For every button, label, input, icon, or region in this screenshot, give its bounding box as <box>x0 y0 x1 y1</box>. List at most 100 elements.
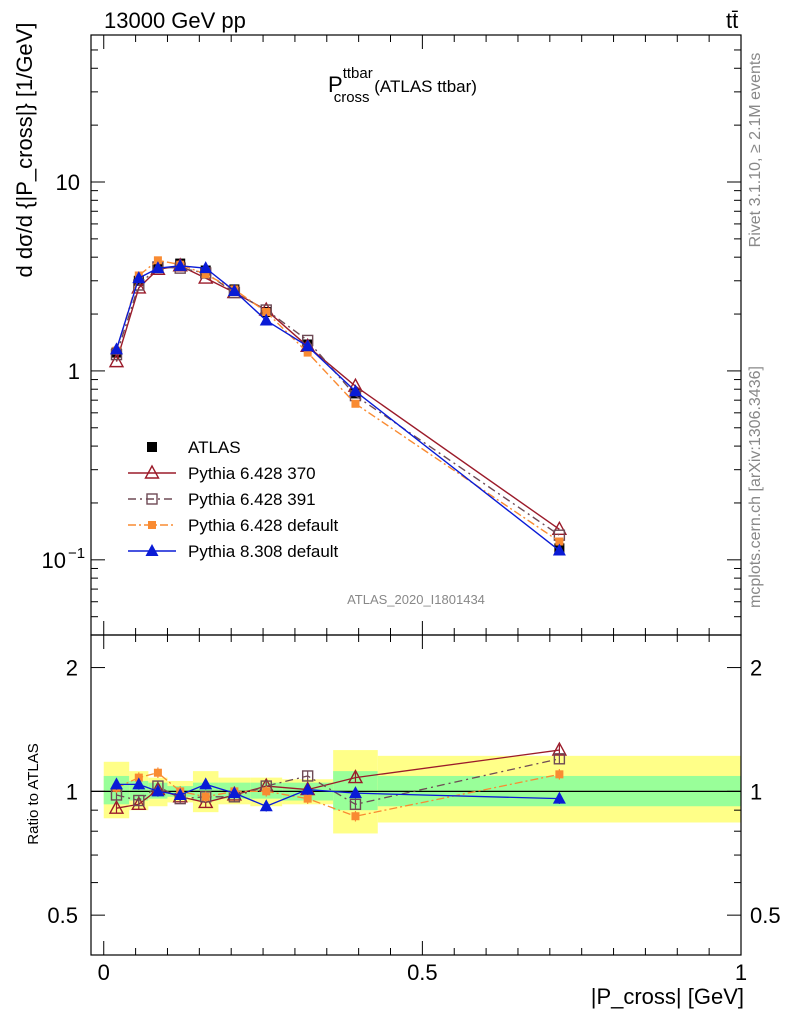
xtick-label: 0 <box>98 960 110 985</box>
point-pdef <box>303 348 312 357</box>
series-p391 <box>110 261 566 541</box>
ratio-point-pdef <box>262 787 271 796</box>
legend: ATLAS Pythia 6.428 370 Pythia 6.428 391 Pyt… <box>128 438 339 561</box>
ratio-line-p370 <box>116 749 560 809</box>
ratio-panel: 0.5 0.5 1 1 2 2 0 0.5 1 <box>47 634 781 985</box>
ratio-point-pdef <box>303 794 312 803</box>
ratio-ytick-label-left: 0.5 <box>47 903 78 928</box>
main-ytick-label: 1 <box>68 359 80 384</box>
series-p370 <box>108 257 568 536</box>
series-p8 <box>109 258 566 556</box>
ratio-point-pdef <box>201 792 210 801</box>
ratio-point-p8 <box>301 782 315 795</box>
ratio-point-p391 <box>301 770 314 782</box>
ratio-point-p391 <box>349 798 362 811</box>
ratio-line-p391 <box>116 758 560 806</box>
ratio-point-pdef <box>153 768 162 777</box>
ratio-point-p8 <box>132 777 146 790</box>
xtick-label: 1 <box>735 960 747 985</box>
xtick-label: 0.5 <box>407 960 438 985</box>
point-p8 <box>199 261 213 274</box>
legend-label-p8: Pythia 8.308 default <box>188 542 339 561</box>
legend-marker-p370 <box>144 464 160 479</box>
ratio-line-p8 <box>116 783 560 807</box>
series-line-p370 <box>115 265 560 530</box>
plot-title: Pttbar cross (ATLAS ttbar) <box>328 65 477 106</box>
ratio-ytick-label-left: 1 <box>66 779 78 804</box>
main-ylabel: d dσ/d {|P_cross|} [1/GeV] <box>12 23 37 278</box>
plot-title-main: P <box>328 72 343 97</box>
plot-title-sub: cross <box>334 89 370 106</box>
ratio-ytick-label-right: 0.5 <box>750 903 781 928</box>
series-pdef <box>112 256 564 546</box>
point-pdef <box>351 399 360 408</box>
main-ytick-label-exp: −1 <box>68 545 85 562</box>
plot-title-suffix: (ATLAS ttbar) <box>370 77 477 96</box>
ratio-ytick-label-right: 2 <box>750 656 762 681</box>
legend-label-data: ATLAS <box>188 438 241 457</box>
main-ytick-label: 10 <box>42 548 66 573</box>
legend-label-p370: Pythia 6.428 370 <box>188 464 316 483</box>
legend-label-pdef: Pythia 6.428 default <box>188 516 339 535</box>
process-label: tt̄ <box>726 8 738 33</box>
series-data <box>111 258 565 554</box>
point-pdef <box>555 537 564 546</box>
point-p8 <box>132 271 146 284</box>
ratio-ylabel: Ratio to ATLAS <box>25 743 42 844</box>
main-ytick-label: 10 <box>56 170 80 195</box>
ratio-point-p8 <box>227 786 241 799</box>
legend-entry-pdef: Pythia 6.428 default <box>128 516 339 535</box>
legend-entry-p391: Pythia 6.428 391 <box>128 490 316 509</box>
ratio-point-p391 <box>133 794 145 807</box>
ratio-point-p8 <box>109 777 123 790</box>
legend-label-p391: Pythia 6.428 391 <box>188 490 316 509</box>
point-pdef <box>262 308 271 317</box>
plot-title-sup: ttbar <box>343 65 373 82</box>
ratio-point-p370 <box>108 799 125 814</box>
point-p8 <box>552 543 566 556</box>
point-p370 <box>551 520 568 536</box>
legend-marker-p8 <box>145 544 159 556</box>
legend-entry-p8: Pythia 8.308 default <box>128 542 339 561</box>
point-p8 <box>173 258 187 271</box>
series-line-p391 <box>115 266 560 536</box>
point-pdef <box>201 270 210 279</box>
point-p8 <box>227 283 241 296</box>
xlabel: |P_cross| [GeV] <box>591 984 744 1009</box>
ratio-point-p8 <box>552 791 566 804</box>
legend-entry-data: ATLAS <box>147 438 241 457</box>
legend-marker-p391 <box>146 493 158 505</box>
ratio-point-p370 <box>347 769 364 784</box>
legend-marker-data <box>147 442 157 452</box>
mcplots-label: mcplots.cern.ch [arXiv:1306.3436] <box>747 366 764 608</box>
ratio-point-p8 <box>199 777 213 790</box>
ratio-point-p391 <box>553 753 566 765</box>
point-p370 <box>108 353 125 368</box>
ratio-ytick-label-left: 2 <box>66 656 78 681</box>
ratio-point-p8 <box>173 787 187 800</box>
point-p8 <box>348 384 362 397</box>
ratio-frame <box>90 634 742 956</box>
point-p8 <box>109 342 123 355</box>
series-line-p8 <box>115 265 560 552</box>
ratio-point-p8 <box>259 799 273 812</box>
rivet-label: Rivet 3.1.10, ≥ 2.1M events <box>747 53 764 248</box>
point-p8 <box>259 313 273 326</box>
ratio-point-p8 <box>348 786 362 799</box>
ratio-point-p8 <box>151 784 165 797</box>
point-p8 <box>151 261 165 274</box>
ratio-point-pdef <box>351 812 360 821</box>
ratio-point-pdef <box>555 770 564 779</box>
point-pdef <box>153 256 162 265</box>
ratio-point-p370 <box>131 795 147 811</box>
ratio-series-p8 <box>109 777 566 812</box>
legend-marker-pdef <box>148 521 156 529</box>
point-p8 <box>301 339 315 352</box>
ratio-line-pdef <box>116 772 560 817</box>
analysis-id: ATLAS_2020_I1801434 <box>347 592 485 607</box>
energy-label: 13000 GeV pp <box>104 8 246 33</box>
ratio-ytick-label-right: 1 <box>750 779 762 804</box>
legend-entry-p370: Pythia 6.428 370 <box>128 464 316 483</box>
